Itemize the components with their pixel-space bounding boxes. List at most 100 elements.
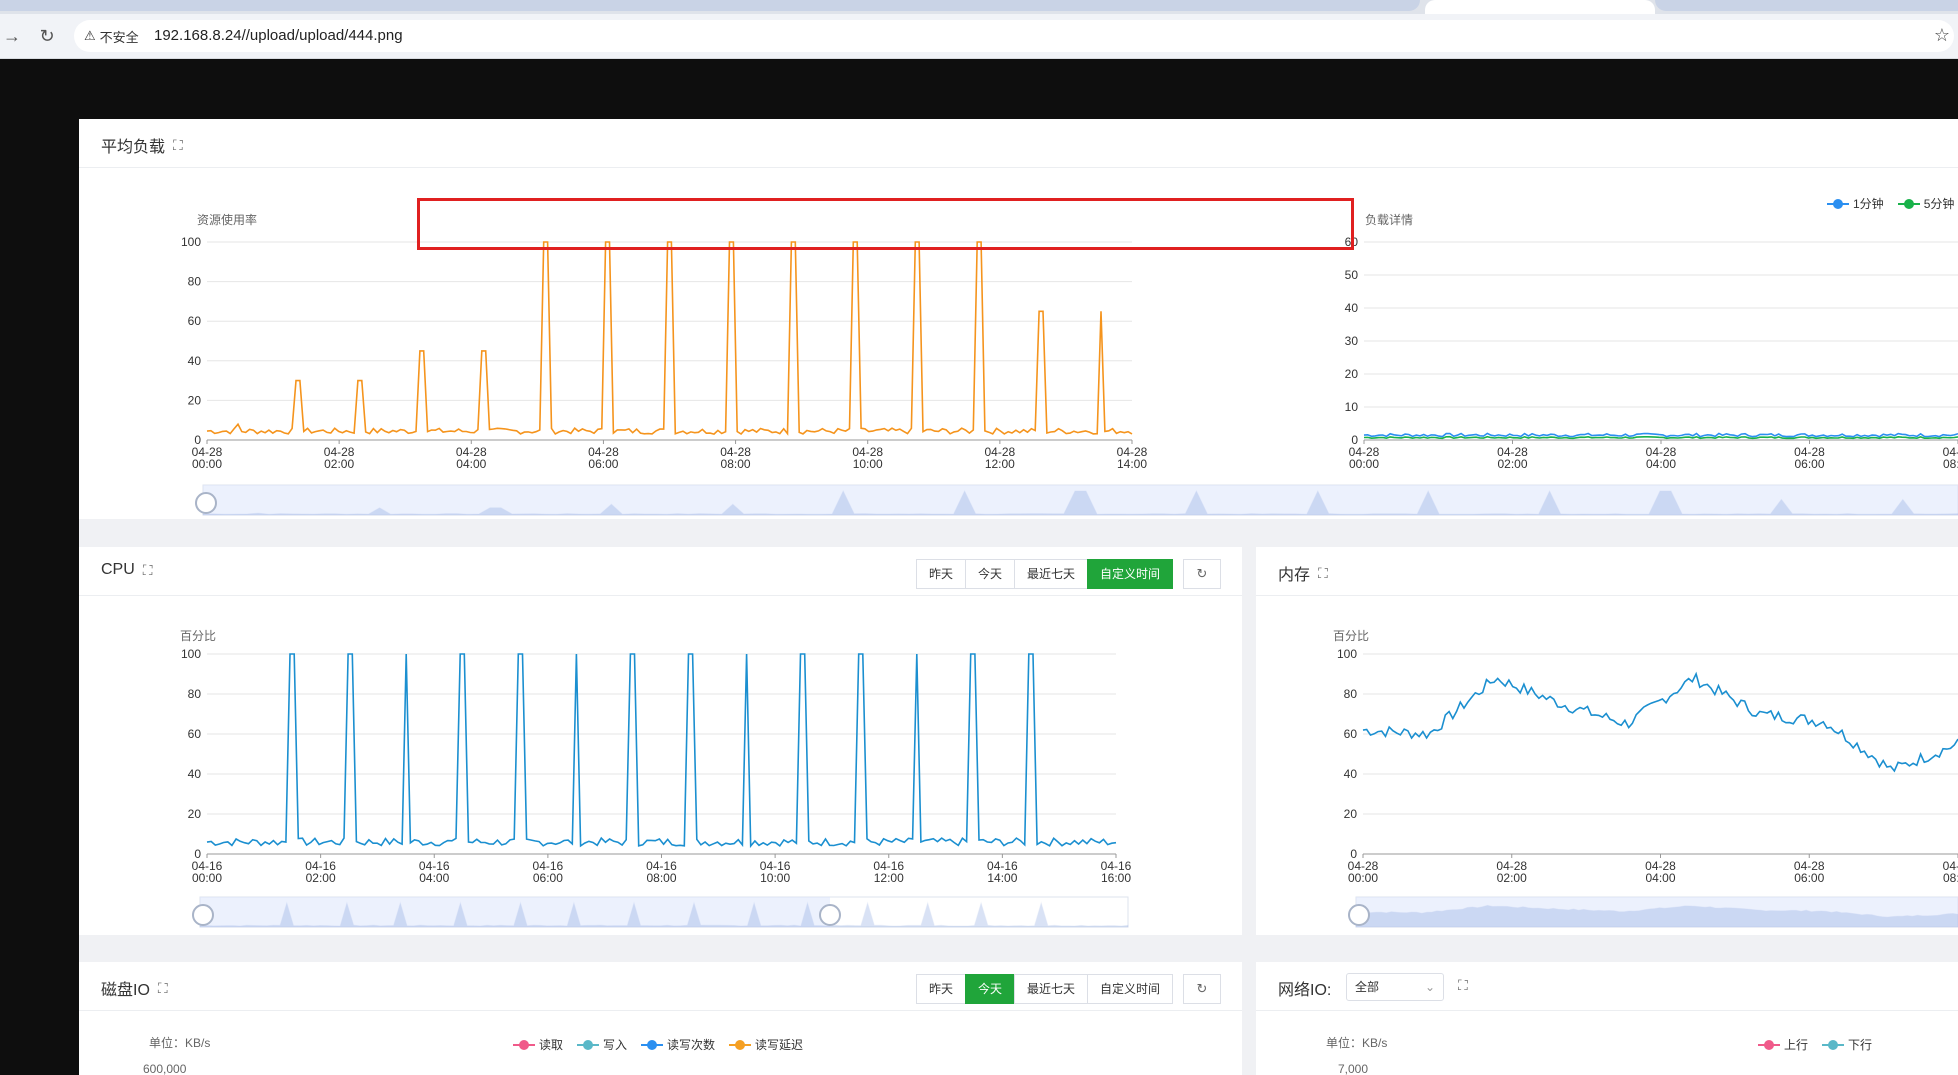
zoom-handle [195, 492, 217, 514]
legend-item[interactable]: 5分钟 [1897, 195, 1954, 212]
y-tick-label: 0 [1350, 847, 1357, 861]
fullscreen-icon[interactable]: ⛶ [157, 979, 168, 996]
x-tick-label: 16:00 [1101, 871, 1131, 885]
x-tick-label: 04-16 [192, 859, 223, 873]
axis-title: 百分比 [1333, 629, 1370, 643]
legend-item[interactable]: 读取 [513, 1036, 563, 1053]
network-interface-select[interactable]: 全部 ⌄ [1346, 973, 1444, 1001]
legend-item[interactable]: 下行 [1822, 1036, 1872, 1053]
disk-io-card: 磁盘IO ⛶ 昨天 今天 最近七天 自定义时间 ↻ 单位：KB/s 读取 写入 … [79, 962, 1242, 1075]
legend-marker [1827, 198, 1849, 210]
y-tick-label: 60 [188, 727, 202, 741]
card-title: 平均负载 ⛶ [101, 136, 183, 157]
legend-item[interactable]: 上行 [1758, 1036, 1808, 1053]
url-input[interactable]: ⚠ 不安全 192.168.8.24//upload/upload/444.pn… [74, 20, 1954, 52]
tab-last-seven-days[interactable]: 最近七天 [1014, 974, 1089, 1004]
x-tick-label: 04-16 [760, 859, 791, 873]
y-tick-label: 20 [188, 393, 202, 407]
x-tick-label: 06:00 [1794, 457, 1824, 471]
axis-title: 百分比 [180, 629, 217, 643]
x-tick-label: 04-28 [1645, 859, 1676, 873]
x-tick-label: 02:00 [306, 871, 336, 885]
x-tick-label: 04-28 [1348, 859, 1379, 873]
zoom-slider-selection [200, 897, 830, 927]
y-tick-label: 40 [188, 767, 202, 781]
tab-custom-time[interactable]: 自定义时间 [1087, 974, 1174, 1004]
x-tick-label: 00:00 [1349, 457, 1379, 471]
y-tick-label: 60 [1344, 727, 1358, 741]
x-tick-label: 04-28 [1943, 445, 1958, 459]
load-1min-series-line [1363, 432, 1958, 438]
x-tick-label: 14:00 [1117, 457, 1147, 471]
x-tick-label: 04-28 [192, 445, 223, 459]
x-tick-label: 04-28 [985, 445, 1016, 459]
y-tick-label: 100 [1337, 647, 1357, 661]
browser-active-tab[interactable] [1425, 0, 1655, 14]
x-tick-label: 06:00 [533, 871, 563, 885]
forward-icon[interactable]: → [3, 26, 21, 46]
reload-icon[interactable]: ↻ [39, 26, 55, 46]
url-text[interactable]: 192.168.8.24//upload/upload/444.png [154, 27, 403, 44]
unit-label: 单位：KB/s [1326, 1036, 1388, 1050]
cpu-chart: 10080604020004-1600:0004-1602:0004-1604:… [181, 647, 1132, 928]
axis-title: 负载详情 [1365, 213, 1414, 227]
x-tick-label: 14:00 [987, 871, 1017, 885]
y-tick-label: 0 [194, 433, 201, 447]
disk-time-tabs: 昨天 今天 最近七天 自定义时间 [916, 974, 1174, 1004]
load-5min-series-line [1363, 435, 1958, 440]
y-tick-label: 100 [181, 235, 201, 249]
browser-tabstrip [0, 0, 1958, 14]
legend-marker [641, 1039, 664, 1051]
x-tick-label: 04-16 [873, 859, 904, 873]
y-tick-label: 10 [1345, 400, 1359, 414]
legend-item[interactable]: 读写次数 [641, 1036, 715, 1053]
x-tick-label: 04-16 [305, 859, 336, 873]
tab-yesterday[interactable]: 昨天 [916, 974, 967, 1004]
card-header: 网络IO: 全部 ⌄ ⛶ [1256, 962, 1958, 1011]
fullscreen-icon[interactable]: ⛶ [142, 561, 153, 578]
x-tick-label: 04-16 [987, 859, 1018, 873]
usage-series-line [206, 241, 1133, 436]
tab-custom-time[interactable]: 自定义时间 [1087, 559, 1174, 589]
x-tick-label: 04-28 [1117, 445, 1148, 459]
annotation-highlight-box [417, 198, 1354, 250]
browser-tab[interactable] [1655, 0, 1958, 11]
load-charts: 10080604020004-2800:0004-2802:0004-2804:… [181, 235, 1958, 516]
tab-today[interactable]: 今天 [965, 559, 1016, 589]
tab-today[interactable]: 今天 [965, 974, 1016, 1004]
memory-card: 内存 ⛶ 百分比 100 80 60 40 20 0 04-28 00:00 04-28 02:0… [1256, 547, 1958, 935]
refresh-icon: ↻ [1196, 566, 1208, 581]
y-tick-label: 0 [194, 847, 201, 861]
monitor-page: 平均负载 ⛶ 资源使用率 负载详情 1分钟 5分钟 100 80 60 40 20 0 04… [79, 119, 1958, 1075]
fullscreen-icon[interactable]: ⛶ [1318, 564, 1328, 581]
security-indicator[interactable]: ⚠ 不安全 [84, 28, 139, 45]
fullscreen-icon[interactable]: ⛶ [173, 136, 183, 153]
x-tick-label: 04-28 [852, 445, 883, 459]
zoom-slider-preview [199, 901, 1129, 928]
x-tick-label: 04-28 [588, 445, 619, 459]
browser-address-bar: → ↻ ⚠ 不安全 192.168.8.24//upload/upload/44… [0, 14, 1958, 59]
browser-tab[interactable] [0, 0, 1420, 11]
card-header: CPU ⛶ 昨天 今天 最近七天 自定义时间 ↻ [79, 547, 1242, 596]
card-title: CPU ⛶ [101, 561, 153, 578]
memory-chart: 10080604020004-2800:0004-2802:0004-2804:… [1337, 647, 1958, 928]
x-tick-label: 02:00 [324, 457, 354, 471]
refresh-button[interactable]: ↻ [1183, 974, 1221, 1004]
memory-series-line [1362, 671, 1958, 773]
fullscreen-icon[interactable]: ⛶ [1458, 977, 1468, 993]
y-tick-label: 20 [1344, 807, 1358, 821]
legend-item[interactable]: 读写延迟 [729, 1036, 803, 1053]
legend-item[interactable]: 1分钟 [1827, 195, 1884, 212]
zoom-handle [819, 904, 841, 926]
bookmark-star-icon[interactable]: ☆ [1933, 25, 1950, 45]
chevron-down-icon: ⌄ [1424, 980, 1435, 994]
y-tick-label: 600,000 [143, 1062, 187, 1075]
x-tick-label: 08:00 [646, 871, 676, 885]
y-tick-label: 40 [188, 354, 202, 368]
y-tick-label: 60 [188, 314, 202, 328]
zoom-slider-preview [1355, 904, 1958, 928]
legend-item[interactable]: 写入 [577, 1036, 627, 1053]
tab-last-seven-days[interactable]: 最近七天 [1014, 559, 1089, 589]
refresh-button[interactable]: ↻ [1183, 559, 1221, 589]
x-tick-label: 10:00 [853, 457, 883, 471]
